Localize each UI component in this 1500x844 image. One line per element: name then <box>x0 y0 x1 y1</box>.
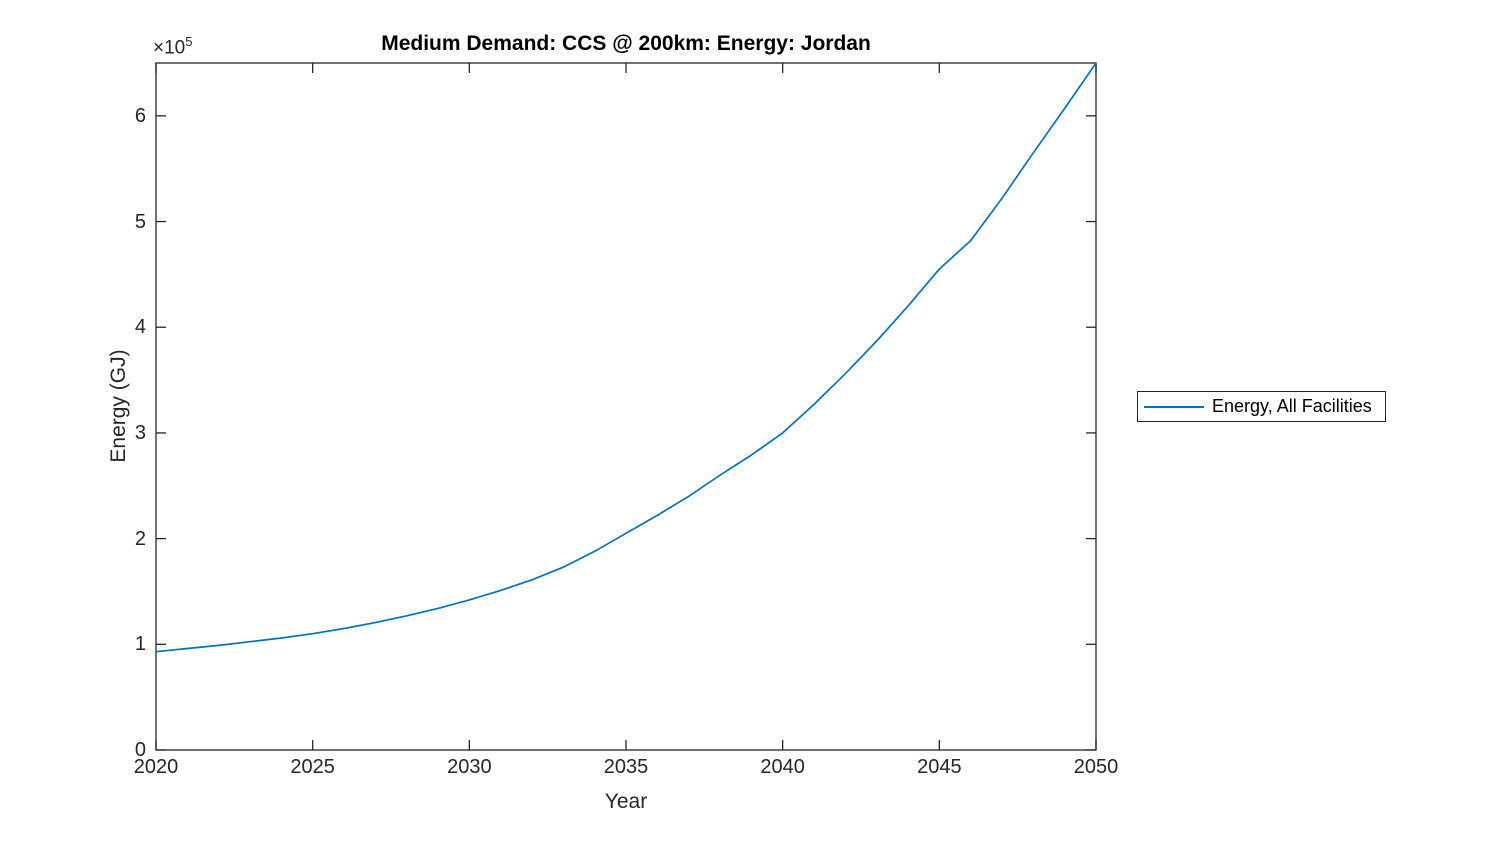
y-tick-label: 0 <box>134 739 146 761</box>
y-axis-label: Energy (GJ) <box>107 349 130 463</box>
x-tick-label: 2050 <box>1073 756 1119 778</box>
x-tick-label: 2020 <box>133 756 179 778</box>
energy-line <box>155 62 1097 653</box>
y-tick-label: 6 <box>134 104 146 127</box>
y-tick-label: 2 <box>134 527 146 550</box>
x-axis-label: Year <box>604 790 648 813</box>
y-axis-multiplier-exp: 5 <box>185 34 193 49</box>
y-axis-multiplier-base: ×10 <box>153 37 186 59</box>
y-tick-label: 3 <box>134 421 146 444</box>
chart-title: Medium Demand: CCS @ 200km: Energy: Jord… <box>381 32 871 55</box>
legend-line-sample <box>1144 405 1204 408</box>
axes-box <box>155 62 1097 751</box>
x-tick-label: 2030 <box>447 756 492 778</box>
y-tick-label: 5 <box>134 210 146 233</box>
x-tick-label: 2035 <box>603 756 649 778</box>
y-tick-label: 1 <box>134 633 146 656</box>
legend-box: Energy, All Facilities <box>1137 391 1386 422</box>
legend-entry-label: Energy, All Facilities <box>1212 396 1372 416</box>
x-tick-label: 2040 <box>760 756 805 778</box>
x-tick-label: 2045 <box>917 756 962 778</box>
y-axis-multiplier: ×105 <box>153 34 192 59</box>
y-tick-label: 4 <box>134 316 146 339</box>
x-tick-label: 2025 <box>290 756 335 778</box>
